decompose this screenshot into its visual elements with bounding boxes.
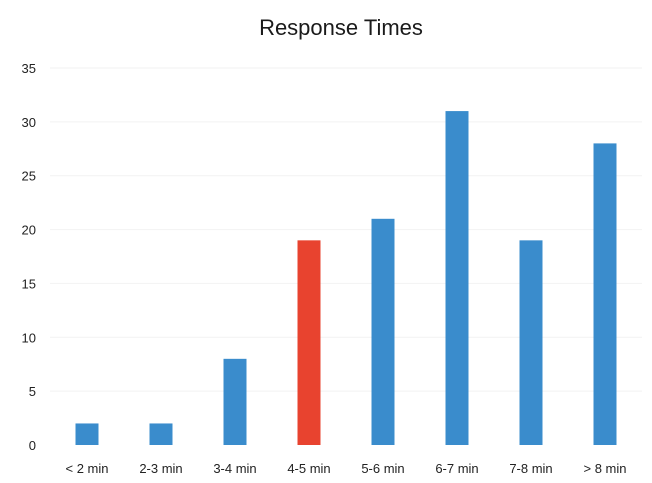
y-tick-label: 35 <box>22 61 36 76</box>
x-tick-label: 5-6 min <box>361 461 404 476</box>
bars <box>75 111 617 445</box>
x-tick-label: < 2 min <box>66 461 109 476</box>
y-tick-label: 0 <box>29 438 36 453</box>
grid-lines <box>50 67 642 392</box>
bar <box>593 143 617 445</box>
x-tick-label: 2-3 min <box>139 461 182 476</box>
y-tick-label: 30 <box>22 115 36 130</box>
x-tick-label: 7-8 min <box>509 461 552 476</box>
x-tick-label: 3-4 min <box>213 461 256 476</box>
y-tick-label: 10 <box>22 330 36 345</box>
y-tick-label: 25 <box>22 169 36 184</box>
bar <box>519 240 543 445</box>
y-tick-label: 5 <box>29 384 36 399</box>
bar <box>75 423 99 445</box>
y-tick-label: 15 <box>22 276 36 291</box>
x-tick-label: 4-5 min <box>287 461 330 476</box>
x-tick-label: > 8 min <box>584 461 627 476</box>
bar <box>445 111 469 445</box>
x-axis-ticks: < 2 min 2-3 min 3-4 min 4-5 min 5-6 min 6-7 m… <box>66 461 627 476</box>
bar <box>149 423 173 445</box>
bar <box>223 358 247 445</box>
chart-title: Response Times <box>259 15 423 40</box>
x-tick-label: 6-7 min <box>435 461 478 476</box>
bar <box>371 218 395 445</box>
y-tick-label: 20 <box>22 223 36 238</box>
bar <box>297 240 321 445</box>
y-axis-ticks: 0 5 10 15 20 25 30 35 <box>22 61 36 453</box>
